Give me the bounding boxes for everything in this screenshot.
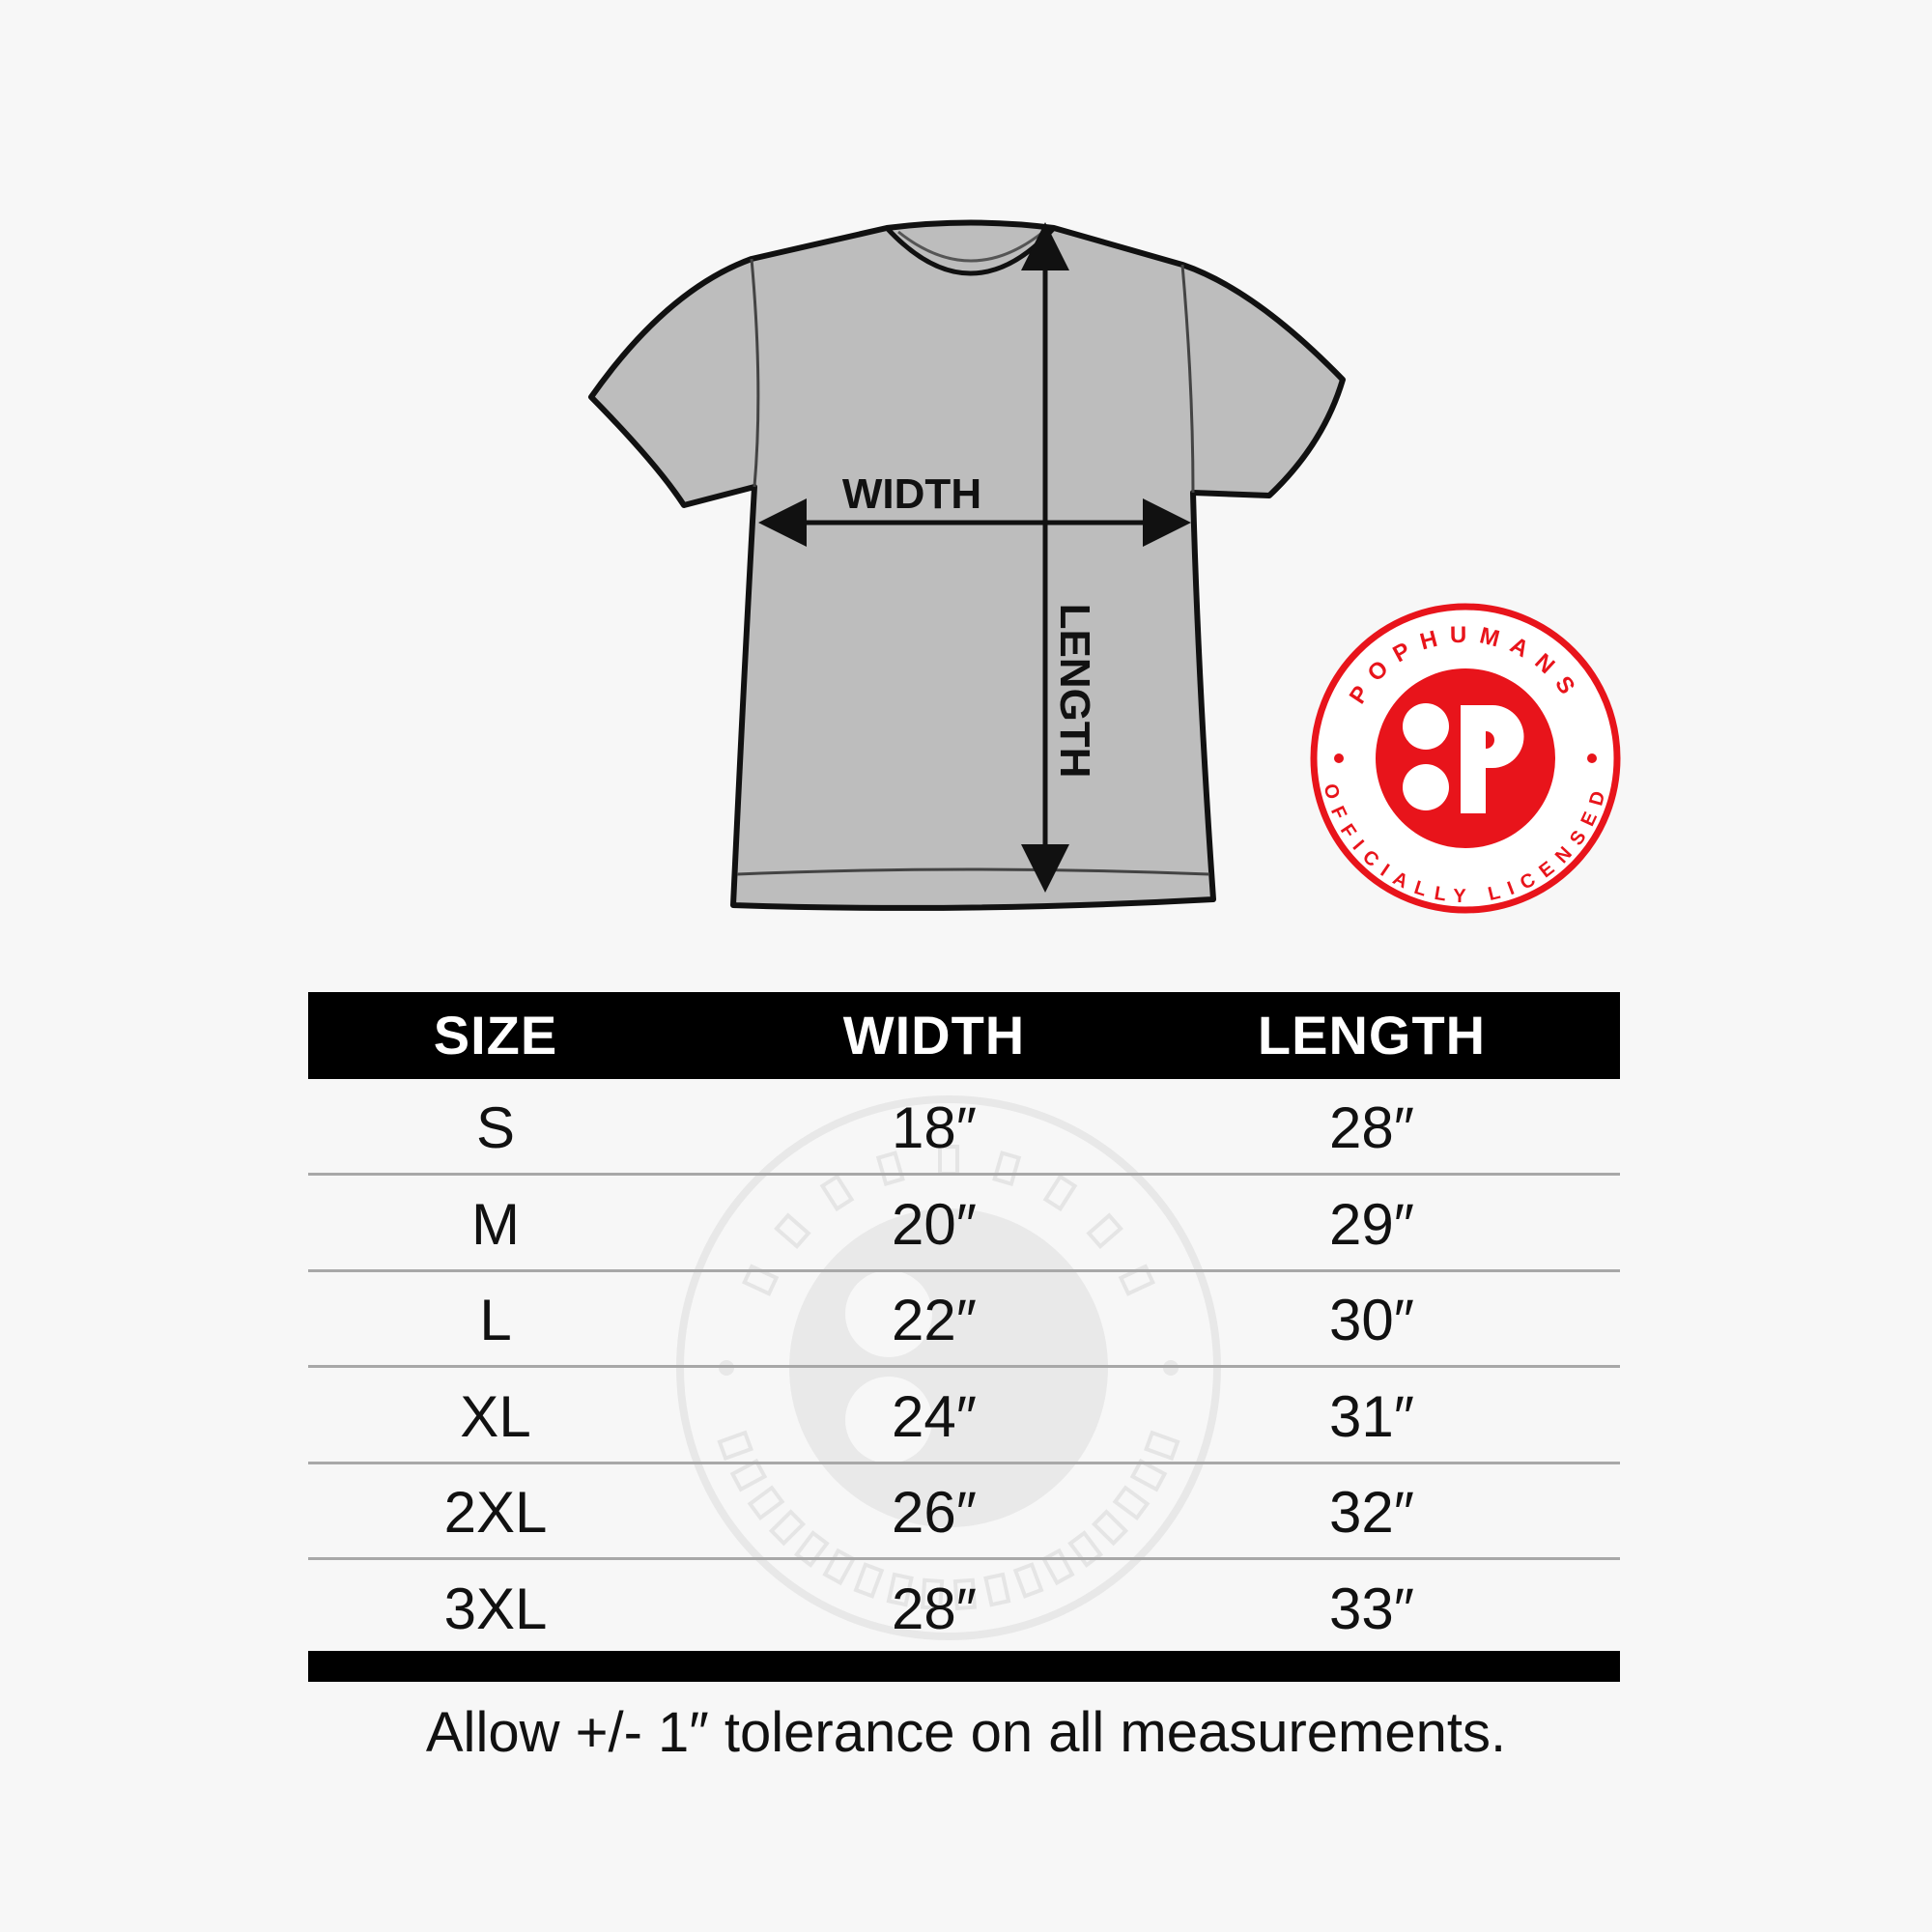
watermark-glyph bbox=[741, 1264, 780, 1296]
size-cell: 3XL bbox=[443, 1576, 548, 1641]
width-cell: 20″ bbox=[892, 1191, 977, 1257]
length-cell: 28″ bbox=[1329, 1095, 1414, 1160]
officially-licensed-badge: POPHUMANS OFFICIALLY LICENSED bbox=[1310, 603, 1621, 914]
header-length: LENGTH bbox=[1257, 1005, 1487, 1065]
watermark-glyph bbox=[1091, 1509, 1129, 1547]
watermark-glyph bbox=[768, 1509, 807, 1547]
table-row: M 20″ 29″ bbox=[308, 1177, 1620, 1272]
length-cell: 31″ bbox=[1329, 1383, 1414, 1449]
width-label: WIDTH bbox=[842, 470, 981, 518]
watermark-glyph bbox=[875, 1151, 905, 1187]
watermark-glyph bbox=[1042, 1174, 1078, 1212]
watermark-glyph bbox=[886, 1572, 914, 1607]
watermark-glyph bbox=[1129, 1458, 1168, 1492]
watermark-glyph bbox=[992, 1151, 1022, 1187]
watermark-glyph bbox=[1012, 1562, 1044, 1599]
watermark-glyph bbox=[1144, 1430, 1180, 1462]
table-row: L 22″ 30″ bbox=[308, 1272, 1620, 1368]
table-bottom-bar bbox=[308, 1651, 1620, 1682]
width-cell: 26″ bbox=[892, 1480, 977, 1545]
length-label: LENGTH bbox=[1051, 604, 1098, 779]
watermark-glyph bbox=[822, 1548, 857, 1586]
size-cell: 2XL bbox=[443, 1480, 548, 1545]
table-row: 2XL 26″ 32″ bbox=[308, 1464, 1620, 1560]
length-cell: 30″ bbox=[1329, 1288, 1414, 1352]
header-size: SIZE bbox=[433, 1005, 558, 1065]
watermark-glyph bbox=[853, 1562, 885, 1599]
watermark-glyph bbox=[1112, 1485, 1151, 1521]
header-width: WIDTH bbox=[842, 1005, 1026, 1065]
table-row: S 18″ 28″ bbox=[308, 1080, 1620, 1176]
watermark-glyph bbox=[921, 1577, 945, 1611]
length-cell: 33″ bbox=[1329, 1576, 1414, 1641]
size-cell: M bbox=[471, 1191, 520, 1257]
size-cell: XL bbox=[460, 1383, 531, 1449]
table-row: XL 24″ 31″ bbox=[308, 1369, 1620, 1464]
watermark-glyph bbox=[983, 1572, 1011, 1607]
size-cell: L bbox=[479, 1288, 512, 1352]
watermark-glyph bbox=[1086, 1212, 1123, 1250]
tshirt-outline bbox=[588, 219, 1346, 911]
watermark-glyph bbox=[1040, 1548, 1075, 1586]
watermark-glyph bbox=[717, 1430, 753, 1462]
width-cell: 22″ bbox=[892, 1288, 977, 1352]
length-cell: 32″ bbox=[1329, 1480, 1414, 1545]
watermark-glyph bbox=[819, 1174, 855, 1212]
watermark-logo bbox=[676, 1095, 1221, 1640]
watermark-glyph bbox=[952, 1577, 977, 1611]
table-row: 3XL 28″ 33″ bbox=[308, 1561, 1620, 1657]
length-cell: 29″ bbox=[1329, 1191, 1414, 1257]
width-cell: 28″ bbox=[892, 1576, 977, 1641]
size-table-header: SIZE WIDTH LENGTH bbox=[308, 992, 1620, 1079]
width-cell: 18″ bbox=[892, 1095, 977, 1160]
watermark-glyph bbox=[1118, 1264, 1156, 1296]
width-cell: 24″ bbox=[892, 1383, 977, 1449]
watermark-glyph bbox=[774, 1212, 811, 1250]
watermark-glyph bbox=[747, 1485, 785, 1521]
watermark-glyph bbox=[729, 1458, 768, 1492]
tolerance-note: Allow +/- 1″ tolerance on all measuremen… bbox=[425, 1701, 1507, 1764]
size-cell: S bbox=[475, 1095, 516, 1160]
